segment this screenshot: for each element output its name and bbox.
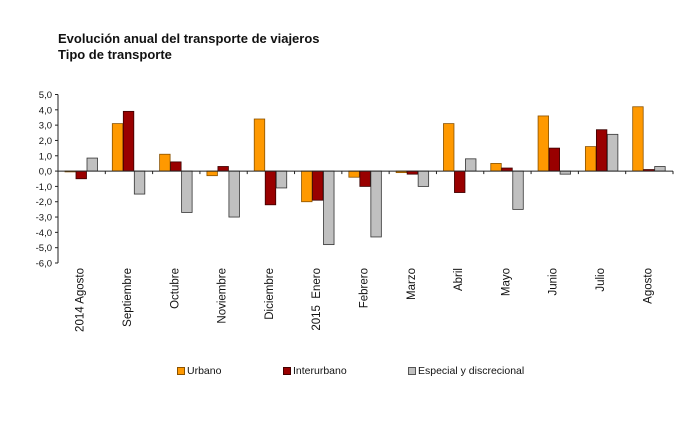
chart-title: Evolución anual del transporte de viajer… <box>58 31 320 46</box>
bar-especial-9 <box>512 170 524 210</box>
category-label: Octubre <box>169 268 181 309</box>
bar-especial-12 <box>654 166 666 172</box>
bar-especial-11 <box>606 133 619 172</box>
category-label: Mayo <box>500 268 512 296</box>
y-tick-label: -3,0 <box>36 213 52 224</box>
bar-especial-2 <box>181 170 193 213</box>
bar-interurbano-10 <box>548 147 560 172</box>
bar-urbano-2 <box>159 153 171 172</box>
category-label: Marzo <box>406 268 418 300</box>
bar-interurbano-3 <box>217 166 229 172</box>
bar-especial-1 <box>133 170 146 195</box>
bar-urbano-12 <box>632 106 644 172</box>
y-tick-label: -6,0 <box>36 259 52 270</box>
legend-item-interurbano: Interurbano <box>283 365 347 377</box>
legend-label-urbano: Urbano <box>187 365 222 377</box>
legend-item-especial: Especial y discrecional <box>408 365 524 377</box>
legend-label-especial: Especial y discrecional <box>418 365 525 377</box>
bar-interurbano-1 <box>122 110 135 172</box>
category-label: Febrero <box>359 268 371 308</box>
bar-especial-4 <box>275 170 288 189</box>
bar-especial-0 <box>86 157 98 172</box>
y-tick-label: 3,0 <box>39 121 52 132</box>
bar-urbano-5 <box>301 170 313 203</box>
bar-urbano-10 <box>537 115 549 172</box>
category-label: Noviembre <box>217 268 229 324</box>
bar-especial-7 <box>417 170 430 187</box>
bar-interurbano-6 <box>359 170 371 187</box>
y-tick-label: 0,0 <box>39 167 52 178</box>
bar-urbano-3 <box>206 170 218 177</box>
bar-especial-6 <box>370 170 382 238</box>
bar-urbano-4 <box>253 118 266 172</box>
category-label: 2015 Enero <box>311 268 323 331</box>
bar-urbano-11 <box>584 146 597 172</box>
bar-urbano-8 <box>443 123 455 172</box>
y-tick-label: -5,0 <box>36 243 52 254</box>
y-tick-label: -4,0 <box>36 228 52 239</box>
category-label: Abril <box>453 268 465 291</box>
legend-swatch-interurbano <box>283 367 291 375</box>
bar-interurbano-0 <box>75 170 87 180</box>
bar-especial-3 <box>228 170 240 218</box>
bar-urbano-6 <box>348 170 360 178</box>
category-label: Julio <box>595 268 607 292</box>
bar-especial-8 <box>465 158 477 172</box>
category-label: Agosto <box>642 268 654 304</box>
y-tick-label: 2,0 <box>39 136 52 147</box>
bar-interurbano-4 <box>264 170 277 206</box>
chart-subtitle: Tipo de transporte <box>58 47 172 62</box>
legend: Urbano Interurbano Especial y discrecion… <box>0 365 700 381</box>
legend-item-urbano: Urbano <box>177 365 221 377</box>
bar-urbano-1 <box>111 123 124 172</box>
bar-interurbano-8 <box>454 170 466 193</box>
legend-swatch-urbano <box>177 367 185 375</box>
category-label: Diciembre <box>264 268 276 320</box>
bar-interurbano-5 <box>312 170 324 201</box>
y-tick-label: -1,0 <box>36 182 52 193</box>
bar-especial-5 <box>323 170 335 246</box>
category-label: Junio <box>548 268 560 296</box>
y-tick-label: 4,0 <box>39 105 52 116</box>
category-label: 2014 Agosto <box>75 268 87 332</box>
legend-swatch-especial <box>408 367 416 375</box>
category-label: Septiembre <box>122 268 134 327</box>
y-tick-label: 5,0 <box>39 90 52 101</box>
y-tick-label: -2,0 <box>36 197 52 208</box>
bar-urbano-9 <box>490 163 502 172</box>
bar-interurbano-11 <box>595 129 608 172</box>
chart-title-block: Evolución anual del transporte de viajer… <box>58 31 320 63</box>
bar-interurbano-2 <box>170 161 182 172</box>
legend-label-interurbano: Interurbano <box>293 365 347 377</box>
y-tick-label: 1,0 <box>39 151 52 162</box>
